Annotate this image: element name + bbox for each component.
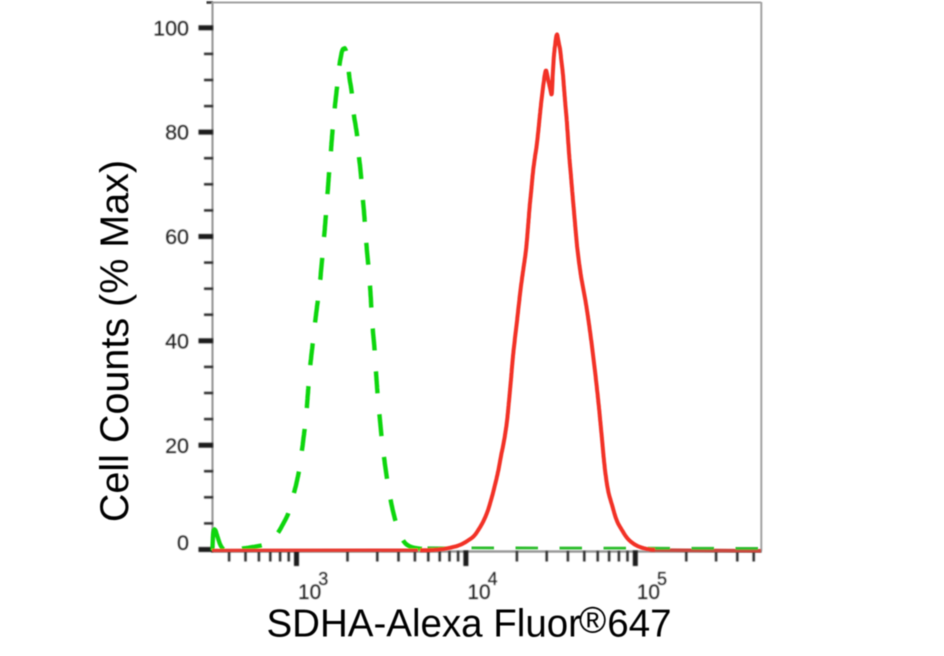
svg-text:10: 10 xyxy=(467,581,490,604)
svg-text:60: 60 xyxy=(165,225,189,249)
svg-text:Cell Counts (% Max): Cell Counts (% Max) xyxy=(93,160,137,522)
svg-text:3: 3 xyxy=(318,569,328,589)
svg-text:10: 10 xyxy=(298,581,321,604)
svg-text:0: 0 xyxy=(177,531,189,555)
svg-text:20: 20 xyxy=(165,434,189,458)
svg-text:SDHA-Alexa Fluor®647: SDHA-Alexa Fluor®647 xyxy=(267,600,672,646)
svg-text:80: 80 xyxy=(165,121,189,145)
svg-text:5: 5 xyxy=(657,569,667,589)
svg-text:4: 4 xyxy=(488,569,498,589)
svg-text:10: 10 xyxy=(637,581,660,604)
svg-text:100: 100 xyxy=(153,16,189,40)
svg-text:40: 40 xyxy=(165,329,189,353)
